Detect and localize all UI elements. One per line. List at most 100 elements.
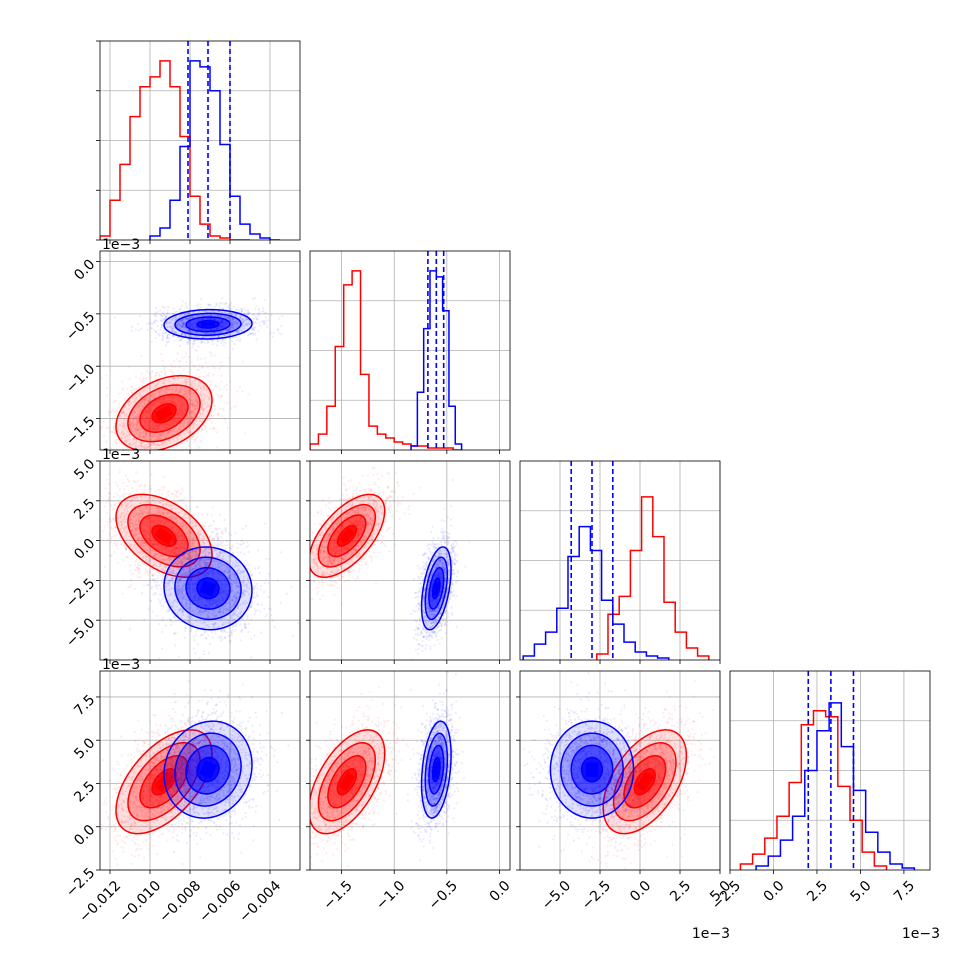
sample-point (192, 391, 196, 395)
sample-point (170, 318, 174, 321)
sample-point (177, 428, 180, 431)
sample-point (248, 564, 251, 567)
sample-point (183, 386, 187, 389)
histogram-blue (149, 60, 280, 240)
sample-point (116, 547, 119, 551)
sample-point (248, 312, 251, 315)
sample-point (131, 425, 135, 428)
sample-point (180, 388, 183, 392)
sample-point (185, 395, 188, 398)
sample-point (129, 425, 132, 428)
sample-point (235, 321, 239, 324)
density-peak (154, 405, 174, 422)
sample-point (118, 468, 122, 471)
sample-point (123, 492, 126, 495)
sample-point (198, 381, 201, 384)
sample-point (146, 322, 149, 325)
sample-point (156, 443, 159, 446)
sample-point (180, 422, 183, 425)
sample-point (138, 485, 141, 488)
sample-point (129, 443, 132, 446)
sample-point (130, 330, 134, 333)
sample-point (142, 584, 146, 587)
sample-point (171, 365, 174, 368)
sample-point (225, 383, 228, 386)
sample-point (177, 438, 180, 441)
sample-point (128, 377, 131, 381)
sample-point (194, 399, 197, 402)
sample-point (161, 364, 165, 367)
sample-point (231, 318, 235, 321)
sample-point (243, 319, 246, 323)
sample-point (232, 324, 235, 328)
sample-point (147, 386, 150, 389)
sample-point (161, 442, 165, 446)
sample-point (141, 468, 143, 470)
sample-point (104, 487, 107, 490)
sample-point (132, 418, 135, 421)
sample-point (192, 426, 195, 429)
sample-point (203, 331, 206, 335)
sample-point (212, 427, 215, 430)
sample-point (190, 399, 194, 402)
sample-point (152, 443, 156, 446)
sample-point (150, 443, 153, 446)
sample-point (195, 524, 198, 527)
sample-point (147, 570, 151, 573)
sample-point (196, 435, 199, 438)
sample-point (189, 384, 192, 387)
sample-point (225, 421, 228, 424)
sample-point (127, 492, 130, 496)
sample-point (255, 304, 258, 308)
sample-point (149, 443, 152, 446)
sample-point (214, 306, 217, 309)
sample-point (177, 500, 180, 503)
sample-point (114, 534, 117, 537)
sample-point (139, 433, 142, 436)
sample-point (217, 315, 221, 318)
sample-point (163, 372, 166, 376)
sample-point (135, 387, 138, 390)
sample-point (259, 324, 262, 327)
sample-point (146, 395, 149, 398)
sample-point (211, 636, 214, 639)
sample-point (154, 490, 157, 493)
sample-point (166, 335, 169, 339)
sample-point (211, 506, 214, 509)
sample-point (140, 484, 143, 487)
sample-point (186, 378, 189, 382)
sample-point (138, 410, 141, 413)
y-tick-label: −1.0 (63, 361, 98, 396)
sample-point (253, 331, 256, 334)
sample-point (164, 344, 168, 347)
sample-point (105, 427, 108, 430)
sample-point (189, 389, 192, 392)
sample-point (161, 339, 164, 342)
sample-point (134, 414, 138, 418)
sample-point (139, 576, 142, 579)
sample-point (105, 426, 108, 429)
sample-point (169, 441, 172, 444)
sample-point (197, 376, 200, 379)
sample-point (206, 388, 209, 391)
sample-point (108, 430, 111, 433)
sample-point (131, 442, 135, 445)
sample-point (183, 380, 186, 383)
sample-point (202, 410, 205, 413)
sample-point (220, 380, 223, 384)
sample-point (120, 411, 123, 414)
sample-point (213, 404, 217, 408)
sample-point (278, 332, 281, 335)
contour-line (151, 403, 177, 424)
sample-point (167, 340, 171, 343)
sample-point (208, 350, 211, 354)
sample-point (186, 387, 189, 390)
sample-point (187, 329, 190, 333)
sample-point (247, 334, 250, 337)
sample-point (187, 415, 190, 419)
sample-point (185, 396, 188, 399)
sample-point (210, 421, 213, 424)
sample-point (123, 423, 126, 427)
sample-point (138, 392, 141, 395)
sample-point (160, 437, 163, 440)
